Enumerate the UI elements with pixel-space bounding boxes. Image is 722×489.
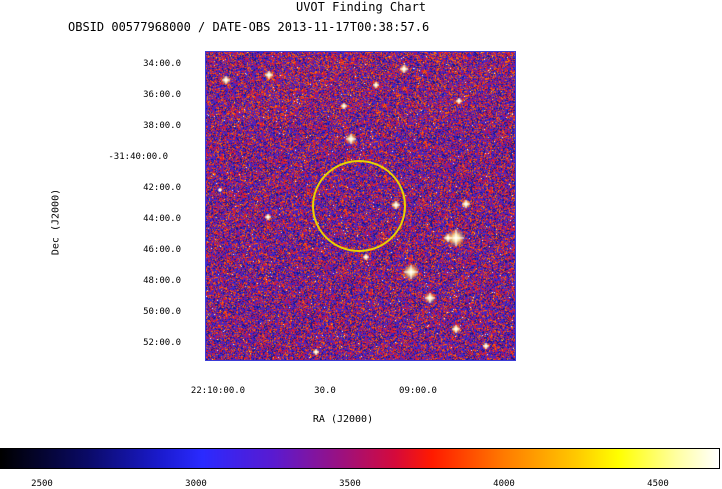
observation-subtitle: OBSID 00577968000 / DATE-OBS 2013-11-17T… [68,20,430,34]
y-axis-label: Dec (J2000) [50,188,62,256]
sky-image[interactable] [205,51,516,361]
dec-tick-label: -31:40:00.0 [108,152,168,162]
colorbar-tick-label: 2500 [31,479,53,489]
dec-tick-label: 38:00.0 [143,121,181,131]
colorbar-tick-label: 4000 [493,479,515,489]
dec-tick-label: 50:00.0 [143,307,181,317]
colorbar-tick-label: 3000 [185,479,207,489]
colorbar-tick-label: 4500 [647,479,669,489]
dec-tick-label: 52:00.0 [143,338,181,348]
ra-tick-label: 22:10:00.0 [190,386,246,396]
dec-tick-label: 36:00.0 [143,90,181,100]
chart-title: UVOT Finding Chart [295,0,427,14]
x-axis-label: RA (J2000) [312,414,374,425]
dec-tick-label: 48:00.0 [143,276,181,286]
ra-tick-label: 09:00.0 [399,386,437,396]
colorbar-tick-label: 3500 [339,479,361,489]
dec-tick-label: 34:00.0 [143,59,181,69]
colorbar [0,448,720,469]
ra-tick-label: 30.0 [314,386,336,396]
dec-tick-label: 46:00.0 [143,245,181,255]
dec-tick-label: 44:00.0 [143,214,181,224]
source-region-circle [312,160,406,252]
dec-tick-label: 42:00.0 [143,183,181,193]
